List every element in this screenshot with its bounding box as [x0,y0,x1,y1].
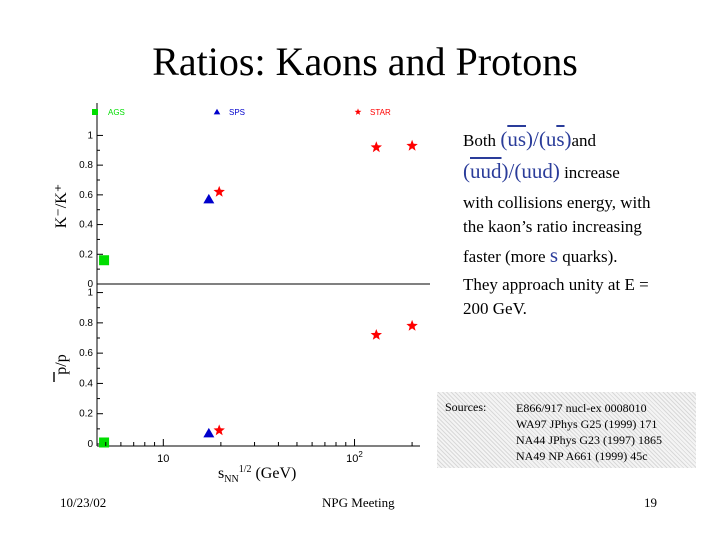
x-tick-exponent: 2 [358,450,363,459]
text-line-3: with collisions energy, with [463,193,651,212]
data-point-sps [203,427,215,438]
y-tick-label: 0.2 [79,249,93,260]
y-tick-label: 1 [87,130,93,141]
footer-meeting: NPG Meeting [322,495,395,510]
source-item: WA97 JPhys G25 (1999) 171 [516,417,658,431]
sources-heading: Sources: [445,400,487,414]
ratio-kaon-formula: (us)/(us) [500,127,572,151]
data-point-star [370,329,382,340]
y-tick-label: 0 [87,279,93,290]
y-tick-label: 0.8 [79,160,93,171]
y-tick-label: 0.4 [79,220,93,231]
text-and: and [571,131,597,150]
y-axis-label: p/p [53,354,70,374]
y-tick-label: 0.6 [79,190,93,201]
legend-marker-star [354,108,362,115]
text-line-4: the kaon’s ratio increasing [463,217,642,236]
y-tick-label: 0 [87,439,93,450]
y-axis-label: K⁻/K⁺ [53,184,70,228]
x-tick-label: 10 [157,453,169,465]
y-tick-label: 0.6 [79,348,93,359]
slide-title: Ratios: Kaons and Protons [152,39,578,84]
legend-label-star: STAR [370,108,391,117]
text-increase: increase [559,163,620,182]
uud-anti: uud [470,159,502,183]
text-line-5a: faster (more [463,247,550,266]
text-line-6: They approach unity at E = [463,275,649,294]
text-line-5: faster (more s quarks). [463,244,703,268]
data-point-star [213,185,225,197]
footer-date: 10/23/02 [60,495,107,510]
data-point-star [406,139,418,151]
x-label-subscript: NN [224,474,238,485]
legend-marker-sps [213,108,221,115]
u-quark: u [545,127,557,151]
sources-list: E866/917 nucl-ex 0008010 WA97 JPhys G25 … [516,400,662,464]
data-point-ags [99,255,110,266]
data-point-star [370,141,382,153]
legend-marker-ags [92,109,98,115]
legend-label-ags: AGS [108,108,125,117]
s-anti: s [556,127,565,151]
data-point-star [406,319,418,331]
data-point-star [213,424,225,436]
x-label-unit: (GeV) [251,465,296,482]
source-item: E866/917 nucl-ex 0008010 [516,401,647,415]
y-tick-label: 1 [87,288,93,299]
slash-2: )/( [501,159,522,183]
slash-1: )/( [526,127,546,151]
footer-page-number: 19 [644,495,657,510]
sources-box: Sources: E866/917 nucl-ex 0008010 WA97 J… [437,392,696,468]
text-both: Both [463,131,501,150]
s-quark: s [549,243,559,267]
y-tick-label: 0.2 [79,409,93,420]
data-point-sps [203,193,215,204]
text-line-7: 200 GeV. [463,299,527,318]
x-tick-label: 102 [346,450,363,465]
text-line-5b: quarks). [558,247,618,266]
source-item: NA49 NP A661 (1999) 45c [516,449,648,463]
y-tick-label: 0.4 [79,378,93,389]
legend-label-sps: SPS [229,108,245,117]
x-axis-label: sNN1/2 (GeV) [218,464,296,485]
source-item: NA44 JPhys G23 (1997) 1865 [516,433,663,447]
us-anti: us [507,127,526,151]
text-line-1: Both (us)/(us)and [463,128,703,152]
y-tick-label: 0.8 [79,318,93,329]
text-line-2: (uud)/(uud) increase [463,160,703,184]
data-point-ags [99,437,110,448]
ratio-proton-formula: (uud)/(uud) [463,159,560,183]
uud: uud [521,159,553,183]
x-label-superscript: 1/2 [239,464,252,475]
